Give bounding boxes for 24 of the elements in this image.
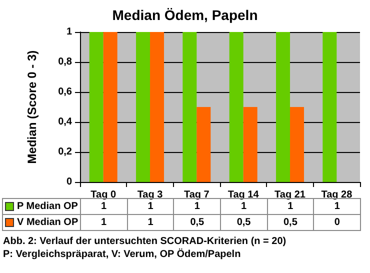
y-tick-label: 0,4 bbox=[58, 116, 72, 128]
data-label: 1 bbox=[241, 201, 247, 212]
data-label: 0,5 bbox=[220, 214, 268, 231]
chart-title: Median Ödem, Papeln bbox=[112, 7, 258, 23]
caption: Abb. 2: Verlauf der untersuchten SCORAD-Kriterien (n = 20) bbox=[3, 235, 286, 248]
data-label: 1 bbox=[288, 201, 294, 212]
data-label: 0 bbox=[313, 214, 361, 231]
y-axis-title: Median (Score 0 - 3) bbox=[25, 50, 39, 164]
text: P: Vergleichspräparat, V: Verum, OP Ödem/Papeln bbox=[3, 248, 242, 261]
y-tick-label: 0,2 bbox=[58, 146, 72, 158]
data-label: 1 bbox=[148, 201, 154, 212]
y-tick-label: 0,8 bbox=[58, 56, 72, 68]
y-tick-label: 0,6 bbox=[58, 86, 72, 98]
legend-label: P Median OP bbox=[2, 198, 81, 215]
data-label: 0,5 bbox=[266, 214, 314, 231]
data-label: 1 bbox=[101, 201, 107, 212]
data-label: 0,5 bbox=[173, 214, 221, 231]
legend-label: V Median OP bbox=[2, 214, 81, 231]
y-tick-label: 0 bbox=[66, 176, 72, 188]
data-label: 1 bbox=[80, 214, 128, 231]
y-tick-label: 1 bbox=[66, 26, 72, 38]
data-label: 1 bbox=[194, 201, 200, 212]
data-label: 1 bbox=[126, 214, 174, 231]
data-label: 1 bbox=[334, 201, 340, 212]
